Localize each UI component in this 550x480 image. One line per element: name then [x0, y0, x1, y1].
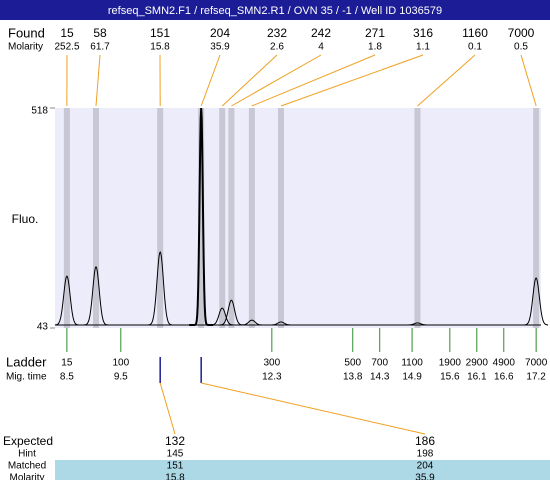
found-connector [95, 54, 101, 107]
found-molarity: 1.8 [368, 42, 382, 53]
ladder-size: 700 [371, 358, 388, 369]
molarity-label: Molarity [8, 42, 43, 53]
ladder-time: 16.6 [494, 372, 514, 383]
found-size: 1160 [462, 26, 488, 40]
title-bar [0, 0, 550, 20]
ladder-time: 17.2 [526, 372, 546, 383]
peak [189, 107, 214, 326]
found-molarity: 2.6 [270, 42, 284, 53]
ladder-size: 300 [263, 358, 280, 369]
y-tick-label: 518 [31, 106, 48, 117]
ladder-time: 12.3 [262, 372, 282, 383]
expected-connector [159, 382, 176, 435]
found-size: 271 [365, 26, 385, 40]
ladder-time: 15.6 [440, 372, 460, 383]
expected-hint: 145 [167, 449, 184, 460]
expected-expected: 132 [165, 434, 185, 448]
found-connector [251, 54, 376, 107]
found-molarity: 15.8 [150, 42, 170, 53]
expected-connector [201, 382, 426, 435]
peak [54, 275, 79, 326]
found-label: Found [8, 25, 45, 40]
found-molarity: 0.5 [514, 42, 528, 53]
peak [210, 307, 235, 326]
found-molarity: 1.1 [416, 42, 430, 53]
expected-expected: 186 [415, 434, 435, 448]
ladder-label: Ladder [6, 354, 47, 369]
found-molarity: 252.5 [54, 42, 79, 53]
found-connector [231, 54, 322, 107]
ladder-time: 14.3 [370, 372, 390, 383]
expected-row-label: Matched [8, 461, 46, 472]
found-size: 15 [60, 26, 74, 40]
found-connector [221, 54, 278, 107]
found-connector [200, 54, 221, 107]
found-molarity: 0.1 [468, 42, 482, 53]
peak [239, 319, 264, 326]
peak [405, 322, 430, 326]
ladder-size: 7000 [525, 358, 548, 369]
ladder-size: 4900 [493, 358, 516, 369]
found-connector [520, 54, 537, 107]
peak [148, 250, 173, 326]
chart-title: refseq_SMN2.F1 / refseq_SMN2.R1 / OVN 35… [108, 5, 442, 17]
peak [269, 321, 293, 326]
y-tick-label: 43 [37, 322, 49, 333]
ladder-size: 1900 [439, 358, 462, 369]
expected-matched: 151 [167, 461, 184, 472]
found-size: 204 [210, 26, 230, 40]
found-size: 316 [413, 26, 433, 40]
found-connector [280, 54, 424, 107]
peak [524, 277, 549, 326]
peak-band [414, 108, 421, 328]
matched-rows-bg [55, 460, 550, 480]
peak-band [228, 108, 235, 328]
expected-hint: 198 [417, 449, 434, 460]
expected-row-label: Molarity [9, 473, 44, 480]
mig-time-label: Mig. time [6, 372, 47, 383]
found-molarity: 4 [318, 42, 324, 53]
found-size: 7000 [508, 26, 535, 40]
found-molarity: 61.7 [90, 42, 110, 53]
peak-band [248, 108, 255, 328]
expected-row-label: Expected [3, 434, 53, 448]
ladder-size: 15 [61, 358, 73, 369]
peak [84, 266, 108, 326]
found-molarity: 35.9 [210, 42, 230, 53]
y-axis-label: Fluo. [12, 212, 39, 226]
ladder-time: 13.8 [343, 372, 363, 383]
expected-matched: 204 [417, 461, 434, 472]
expected-row-label: Hint [18, 449, 36, 460]
ladder-time: 9.5 [114, 372, 128, 383]
peak-band [92, 108, 99, 328]
found-size: 232 [267, 26, 287, 40]
peak [219, 299, 244, 326]
plot-area [55, 108, 541, 328]
peak-band [278, 108, 285, 328]
ladder-time: 14.9 [402, 372, 422, 383]
found-size: 58 [93, 26, 107, 40]
peak-band [157, 108, 164, 328]
expected-molarity: 15.8 [165, 473, 185, 480]
peak-band [219, 108, 226, 328]
peak-band [63, 108, 70, 328]
ladder-size: 500 [344, 358, 361, 369]
found-size: 151 [150, 26, 170, 40]
ladder-size: 100 [112, 358, 129, 369]
found-connector [417, 54, 476, 107]
ladder-size: 2900 [466, 358, 489, 369]
found-size: 242 [311, 26, 331, 40]
peak-band [198, 108, 205, 328]
ladder-time: 8.5 [60, 372, 74, 383]
ladder-size: 1100 [401, 358, 423, 369]
peak-band [533, 108, 540, 328]
expected-molarity: 35.9 [415, 473, 435, 480]
ladder-time: 16.1 [467, 372, 487, 383]
